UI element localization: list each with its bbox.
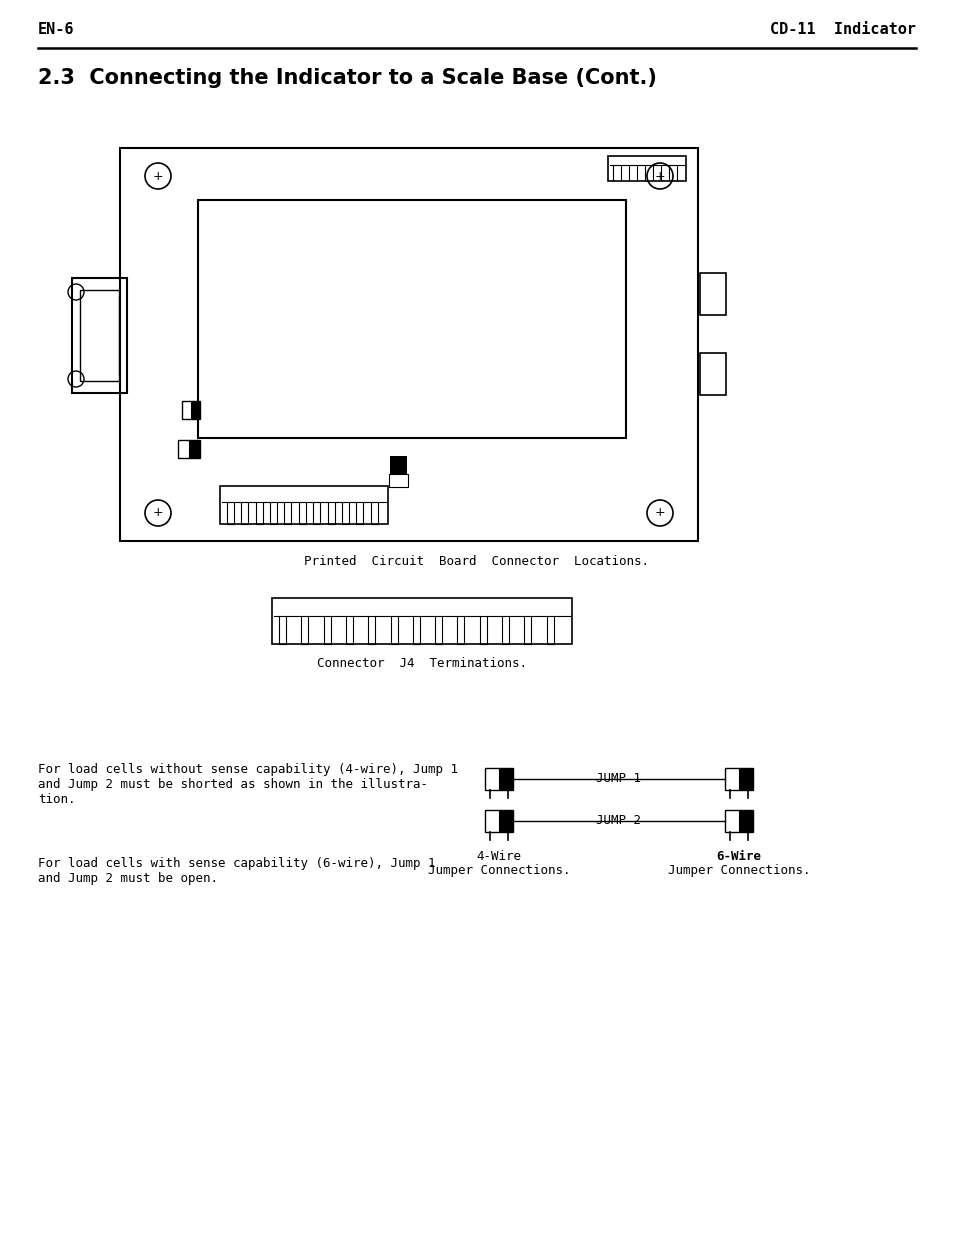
Text: 4-Wire: 4-Wire	[476, 850, 521, 863]
Bar	[272, 598, 572, 643]
Bar	[189, 440, 200, 458]
Bar	[390, 456, 407, 474]
Text: CD-11  Indicator: CD-11 Indicator	[769, 22, 915, 37]
Bar	[739, 768, 752, 790]
Text: +: +	[152, 506, 163, 520]
Bar	[724, 810, 752, 832]
Text: +: +	[654, 506, 664, 520]
Text: Jumper Connections.: Jumper Connections.	[667, 864, 809, 877]
Bar	[484, 810, 513, 832]
Bar	[191, 401, 200, 419]
Bar	[182, 401, 200, 419]
Text: JUMP 1: JUMP 1	[596, 773, 640, 785]
Bar	[607, 156, 685, 182]
Bar	[120, 148, 698, 541]
Text: Printed  Circuit  Board  Connector  Locations.: Printed Circuit Board Connector Location…	[304, 555, 649, 568]
Text: Connector  J4  Terminations.: Connector J4 Terminations.	[316, 657, 526, 671]
Bar	[80, 290, 119, 382]
Bar	[198, 200, 625, 438]
Text: EN-6: EN-6	[38, 22, 74, 37]
Bar	[724, 768, 752, 790]
Bar	[700, 353, 725, 395]
Bar	[71, 278, 127, 393]
Text: +: +	[654, 169, 664, 183]
Text: JUMP 2: JUMP 2	[596, 815, 640, 827]
Text: 2.3  Connecting the Indicator to a Scale Base (Cont.): 2.3 Connecting the Indicator to a Scale …	[38, 68, 657, 88]
Text: Jumper Connections.: Jumper Connections.	[427, 864, 570, 877]
Bar	[484, 768, 513, 790]
Bar	[700, 273, 725, 315]
Bar	[739, 810, 752, 832]
Text: For load cells with sense capability (6-wire), Jump 1
and Jump 2 must be open.: For load cells with sense capability (6-…	[38, 857, 435, 885]
Bar	[389, 474, 408, 487]
Text: +: +	[152, 169, 163, 183]
Text: 6-Wire: 6-Wire	[716, 850, 760, 863]
Bar	[498, 768, 513, 790]
Bar	[498, 810, 513, 832]
Bar	[220, 487, 388, 524]
Text: For load cells without sense capability (4-wire), Jump 1
and Jump 2 must be shor: For load cells without sense capability …	[38, 763, 457, 806]
Bar	[178, 440, 200, 458]
